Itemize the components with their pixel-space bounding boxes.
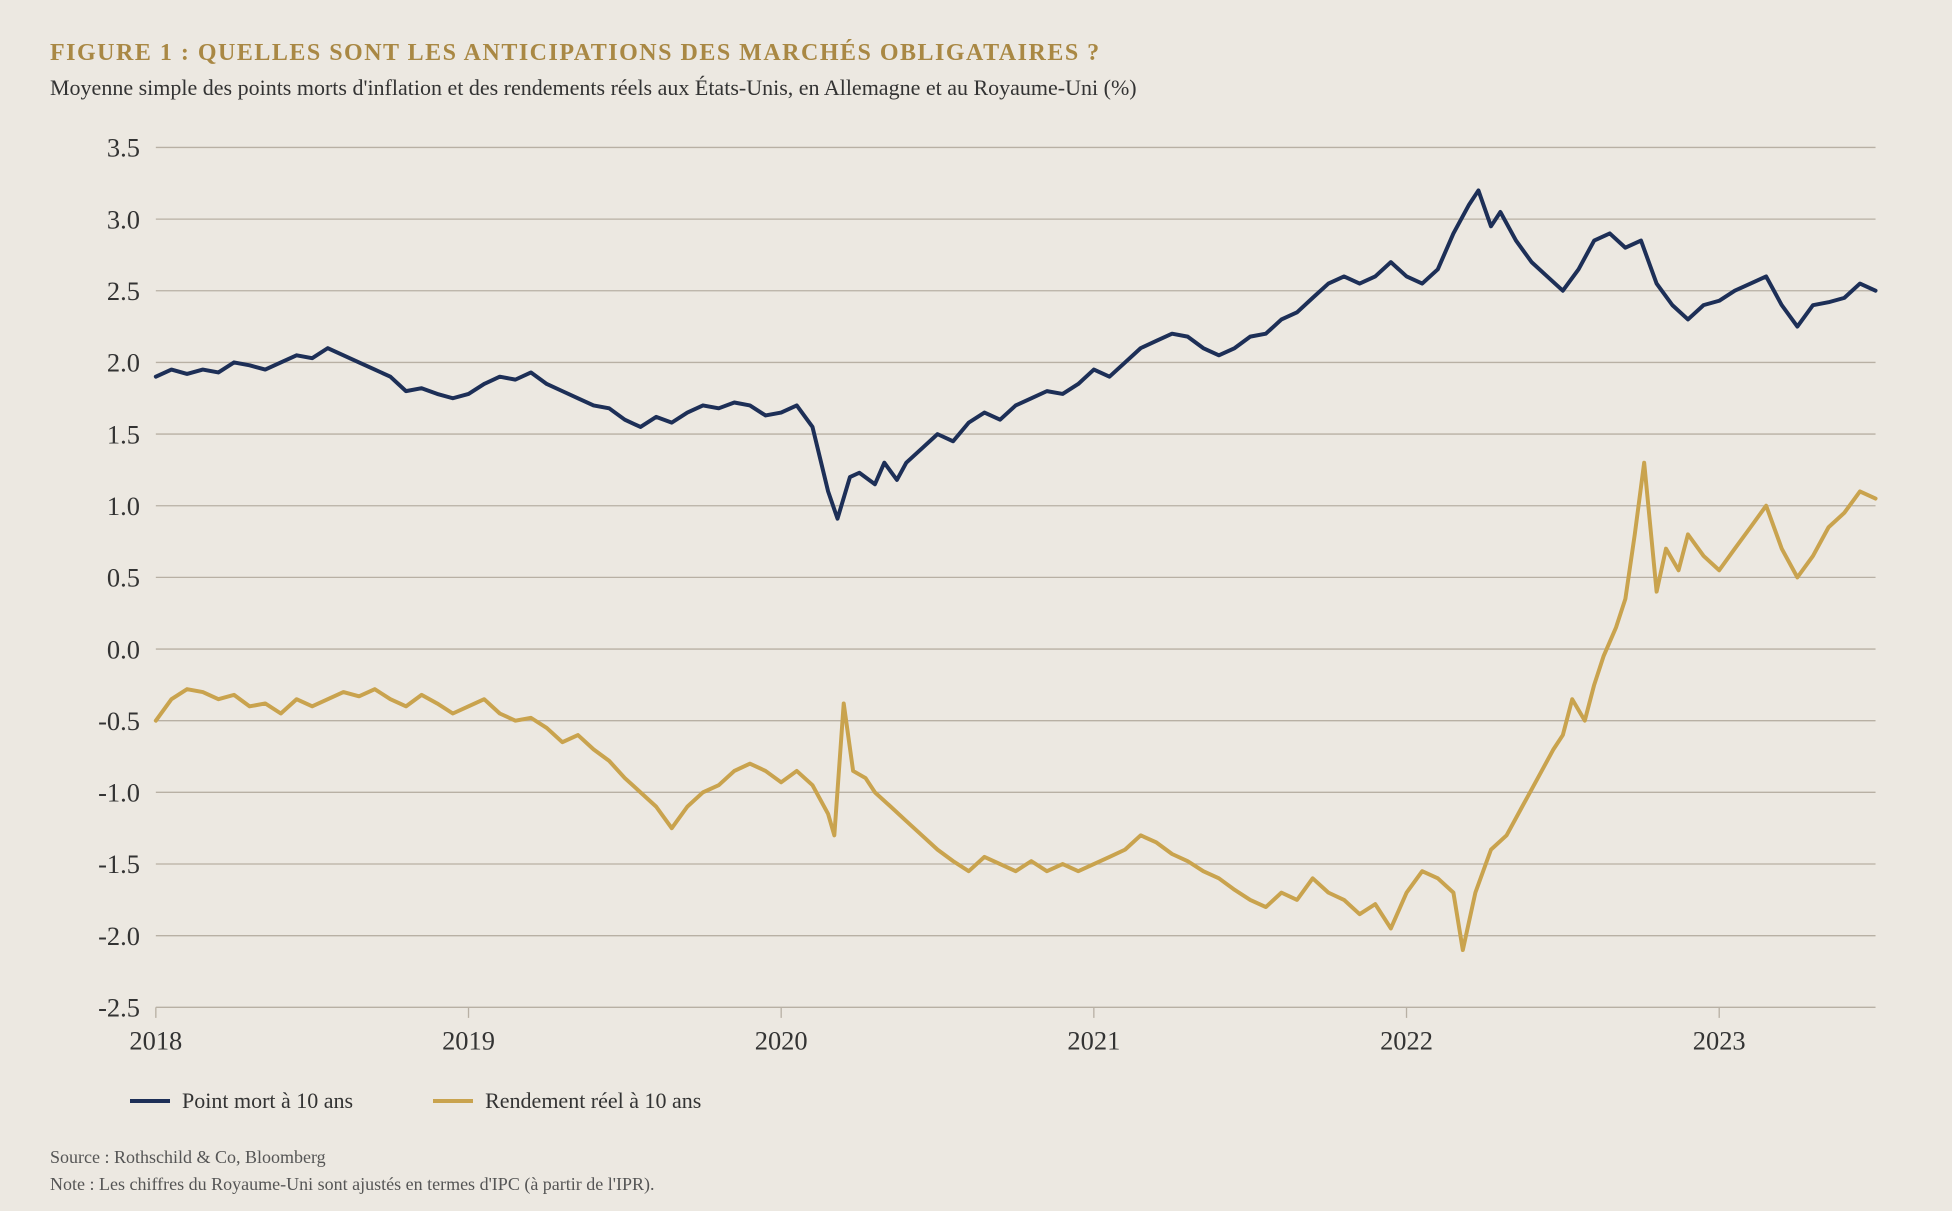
svg-text:-1.0: -1.0 <box>98 778 140 808</box>
legend: Point mort à 10 ans Rendement réel à 10 … <box>50 1078 1902 1144</box>
svg-text:3.5: 3.5 <box>107 133 140 163</box>
chart-container: -2.5 -2.0 -1.5 -1.0 -0.5 0.0 0.5 1.0 1.5 2.0 2.5 3.… <box>50 121 1902 1078</box>
svg-text:-1.5: -1.5 <box>98 849 140 879</box>
svg-text:1.5: 1.5 <box>107 419 140 449</box>
legend-swatch-2 <box>433 1099 473 1103</box>
svg-text:0.5: 0.5 <box>107 563 140 593</box>
line-chart: -2.5 -2.0 -1.5 -1.0 -0.5 0.0 0.5 1.0 1.5 2.0 2.5 3.… <box>50 121 1902 1073</box>
legend-swatch-1 <box>130 1099 170 1103</box>
svg-text:2019: 2019 <box>442 1026 495 1056</box>
legend-item-1: Point mort à 10 ans <box>130 1088 353 1114</box>
svg-text:2020: 2020 <box>755 1026 808 1056</box>
svg-text:1.0: 1.0 <box>107 491 140 521</box>
svg-text:2018: 2018 <box>129 1026 182 1056</box>
svg-text:2021: 2021 <box>1067 1026 1120 1056</box>
footer-note: Note : Les chiffres du Royaume-Uni sont … <box>50 1171 1902 1198</box>
footer-source: Source : Rothschild & Co, Bloomberg <box>50 1144 1902 1171</box>
svg-text:2.0: 2.0 <box>107 348 140 378</box>
legend-item-2: Rendement réel à 10 ans <box>433 1088 701 1114</box>
figure-title: FIGURE 1 : QUELLES SONT LES ANTICIPATION… <box>50 40 1902 67</box>
svg-text:2022: 2022 <box>1380 1026 1433 1056</box>
svg-text:-0.5: -0.5 <box>98 706 140 736</box>
legend-label-1: Point mort à 10 ans <box>182 1088 353 1114</box>
svg-text:2.5: 2.5 <box>107 276 140 306</box>
svg-text:-2.0: -2.0 <box>98 921 140 951</box>
svg-text:3.0: 3.0 <box>107 204 140 234</box>
svg-text:0.0: 0.0 <box>107 634 140 664</box>
figure-subtitle: Moyenne simple des points morts d'inflat… <box>50 75 1902 101</box>
legend-label-2: Rendement réel à 10 ans <box>485 1088 701 1114</box>
svg-text:-2.5: -2.5 <box>98 993 140 1023</box>
svg-text:2023: 2023 <box>1693 1026 1746 1056</box>
